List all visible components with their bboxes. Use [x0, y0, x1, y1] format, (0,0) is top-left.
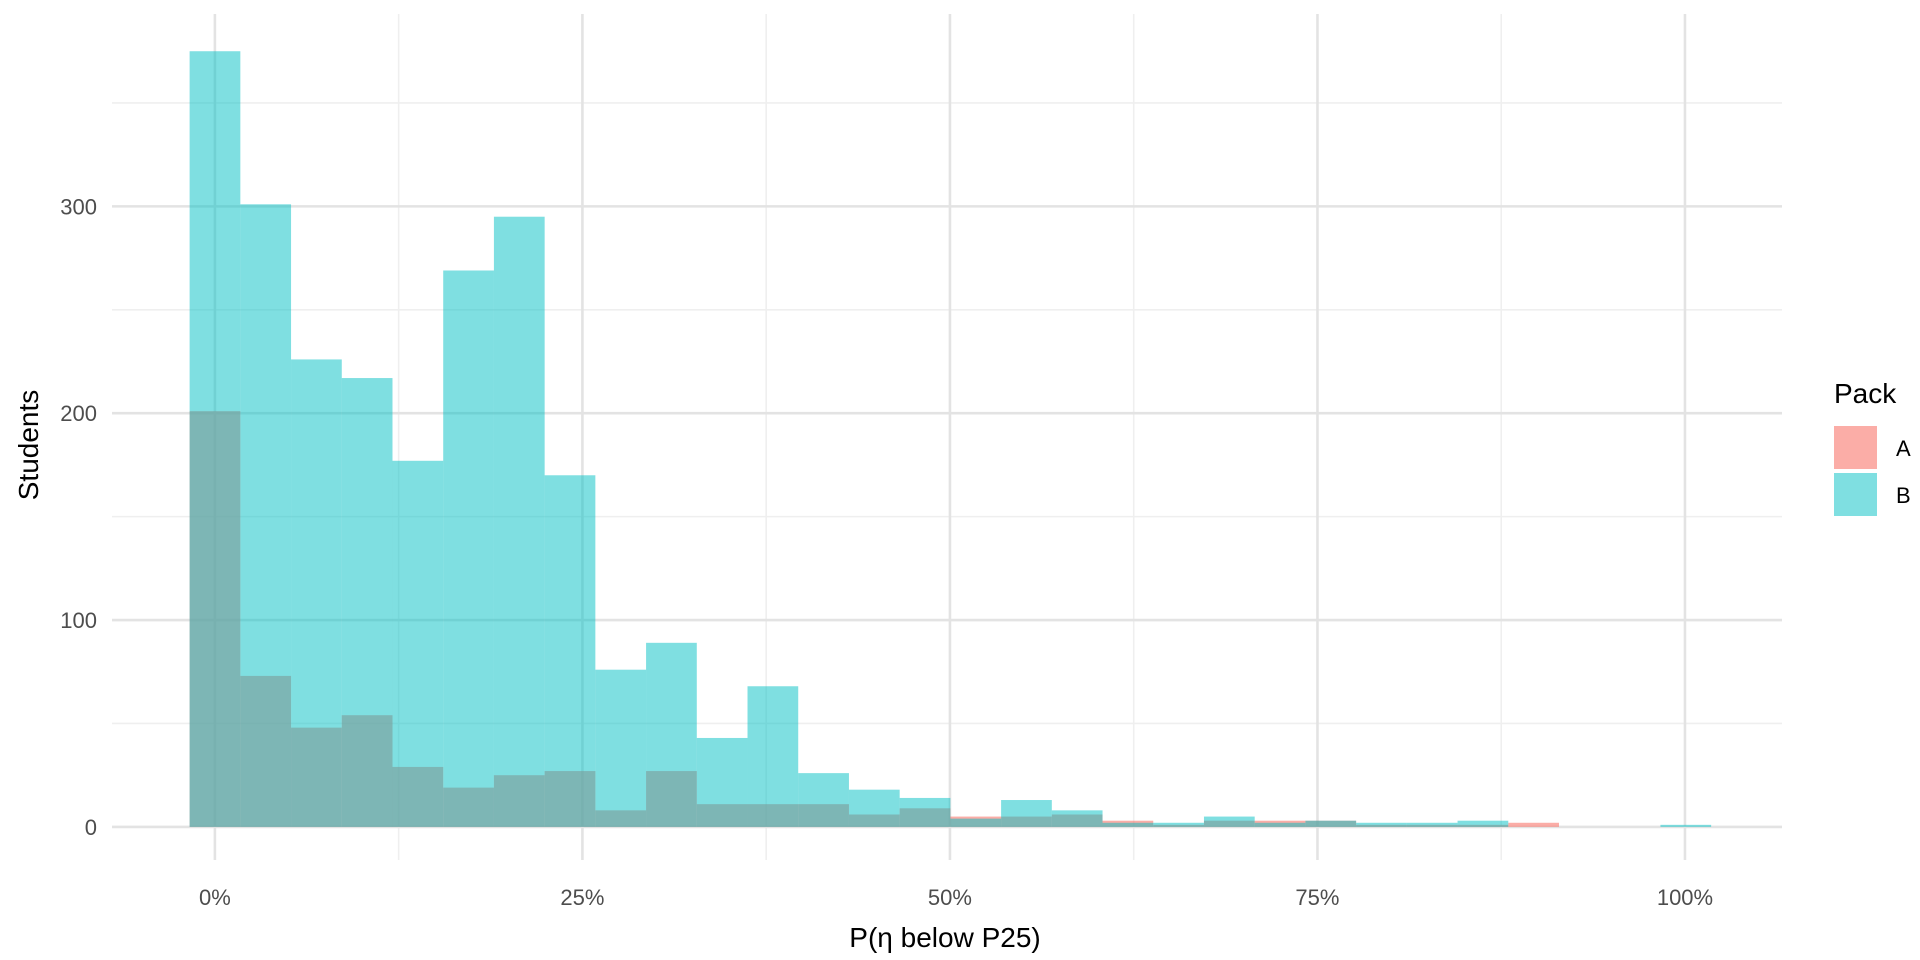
y-tick-label: 0: [85, 815, 97, 840]
bar-a: [1508, 822, 1559, 827]
y-axis-title: Students: [13, 390, 44, 501]
bar-b: [899, 797, 951, 827]
y-tick-label: 300: [60, 194, 97, 219]
legend-label-b: B: [1896, 483, 1911, 508]
bar-b: [443, 270, 494, 827]
tick-labels: 0% 25% 50% 75% 100% 0 100 200 300: [60, 194, 1713, 910]
bar-b: [240, 204, 292, 827]
legend-label-a: A: [1896, 436, 1911, 461]
bar-b: [1356, 822, 1407, 827]
bar-b: [1051, 810, 1103, 827]
bar-b: [646, 642, 697, 827]
bar-b: [595, 669, 647, 827]
bar-b: [493, 216, 545, 827]
bar-b: [291, 359, 342, 827]
bar-b: [1305, 820, 1357, 827]
bar-b: [1102, 822, 1154, 827]
bars: [189, 51, 1712, 827]
bar-b: [1457, 820, 1509, 827]
bar-b: [1153, 822, 1204, 827]
legend-key-b: [1834, 473, 1877, 516]
bar-b: [1254, 822, 1306, 827]
bar-b: [747, 686, 799, 827]
bar-b: [848, 789, 900, 827]
bar-b: [544, 475, 596, 827]
bar-b: [798, 773, 849, 827]
y-tick-label: 200: [60, 401, 97, 426]
y-tick-label: 100: [60, 608, 97, 633]
x-axis-title: P(η below P25): [849, 922, 1040, 953]
bar-b: [696, 737, 748, 827]
bar-b: [950, 818, 1002, 827]
bar-b: [1001, 800, 1052, 827]
legend-key-a: [1834, 426, 1877, 469]
series-b: [189, 51, 1712, 827]
x-tick-label: 50%: [928, 885, 972, 910]
legend-title: Pack: [1834, 378, 1897, 409]
x-tick-label: 25%: [560, 885, 604, 910]
bar-b: [341, 378, 393, 827]
x-tick-label: 100%: [1657, 885, 1713, 910]
x-tick-label: 75%: [1295, 885, 1339, 910]
legend: Pack AB: [1834, 378, 1911, 516]
x-tick-label: 0%: [199, 885, 231, 910]
bar-b: [189, 51, 241, 827]
bar-b: [1406, 822, 1458, 827]
bar-b: [1660, 824, 1712, 827]
bar-b: [392, 460, 444, 827]
bar-b: [1203, 816, 1255, 827]
